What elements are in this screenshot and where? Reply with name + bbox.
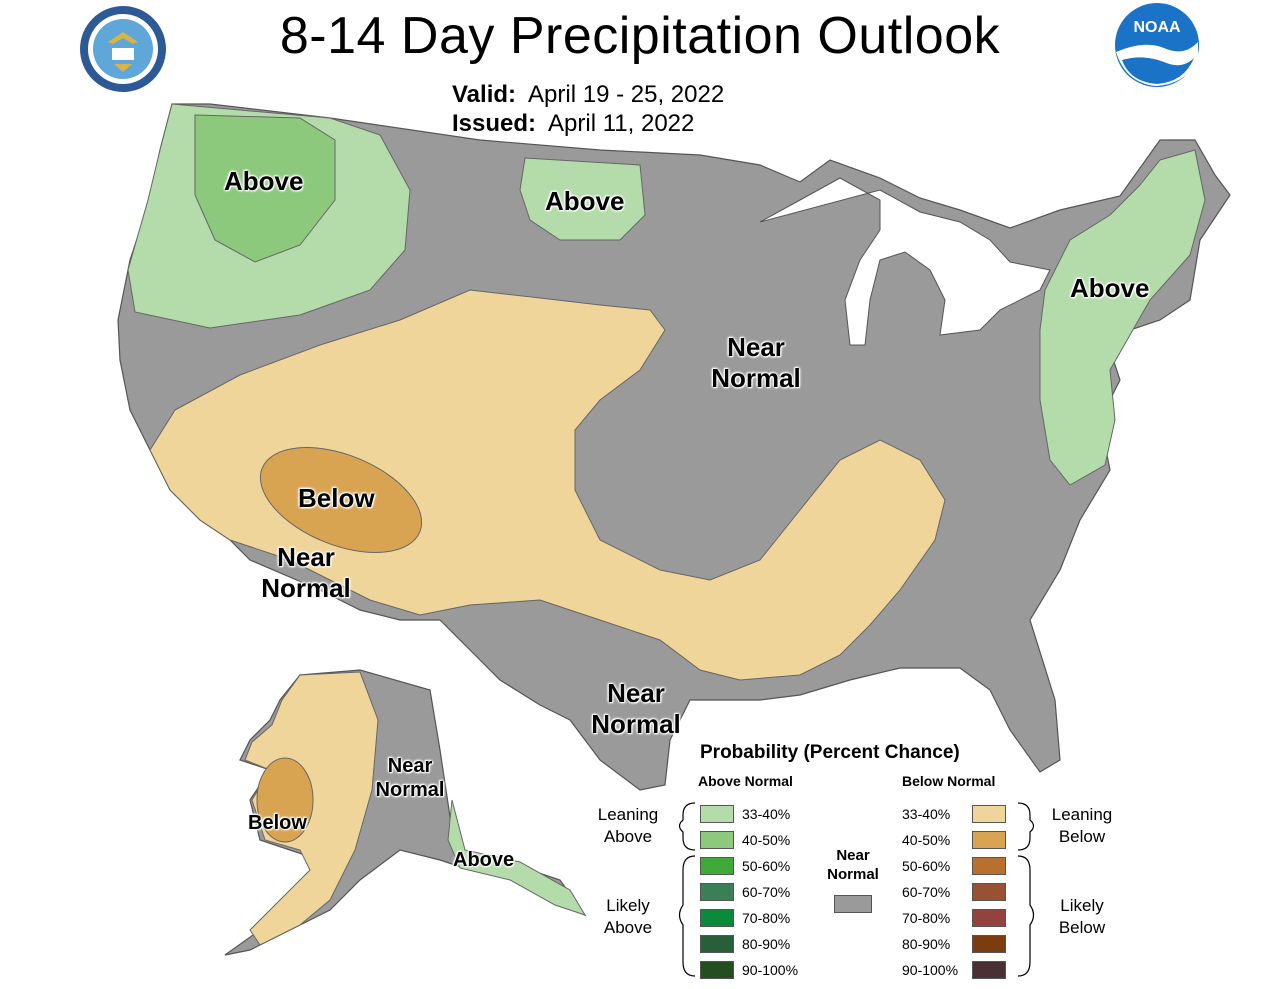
leaning-above-bracket bbox=[678, 802, 696, 851]
likely-below-bracket bbox=[1017, 855, 1035, 977]
alaska-above-region bbox=[447, 799, 587, 916]
valid-label: Valid: bbox=[452, 81, 517, 108]
legend-likely-below: Likely Below bbox=[1042, 895, 1122, 939]
legend-above-label-6: 90-100% bbox=[742, 962, 799, 978]
legend-near-normal-swatch bbox=[834, 895, 872, 913]
issued-label: Issued: bbox=[452, 110, 537, 137]
label-near-normal-az: Near Normal bbox=[255, 542, 357, 603]
legend-leaning-above: Leaning Above bbox=[588, 804, 668, 848]
below-sw-core-region bbox=[259, 447, 423, 553]
noaa-logo-text: NOAA bbox=[1133, 19, 1181, 36]
legend-near-normal: Near Normal bbox=[820, 846, 886, 884]
legend-near-normal-line2: Normal bbox=[827, 866, 879, 883]
label-near-normal-az-line2: Normal bbox=[261, 572, 351, 603]
date-info: Valid: April 19 - 25, 2022 Issued: April… bbox=[452, 80, 724, 138]
legend-above-header: Above Normal bbox=[698, 773, 793, 789]
legend-below-header: Below Normal bbox=[902, 773, 996, 789]
alaska-below-core-region bbox=[256, 757, 314, 843]
label-above-nw: Above bbox=[224, 166, 304, 196]
department-of-commerce-seal-icon bbox=[80, 6, 166, 92]
legend-leaning-below-line1: Leaning bbox=[1051, 805, 1113, 824]
likely-above-bracket bbox=[678, 855, 696, 977]
label-near-normal-tx-line2: Normal bbox=[591, 708, 681, 739]
label-near-normal-central-line2: Normal bbox=[711, 362, 801, 393]
legend-leaning-below-line2: Below bbox=[1058, 827, 1106, 846]
leaning-below-bracket bbox=[1017, 802, 1035, 851]
above-ne-region bbox=[1039, 149, 1206, 486]
legend-above-label-3: 60-70% bbox=[742, 884, 791, 900]
legend-below-swatch-0 bbox=[972, 805, 1006, 823]
legend-below-swatch-4 bbox=[972, 909, 1006, 927]
legend-above-label-0: 33-40% bbox=[742, 806, 791, 822]
great-lakes bbox=[759, 177, 1051, 346]
label-ak-above: Above bbox=[453, 849, 515, 871]
legend-above-label-1: 40-50% bbox=[742, 832, 791, 848]
label-ak-below: Below bbox=[248, 812, 307, 834]
legend-above-swatch-5 bbox=[700, 935, 734, 953]
legend-below-label-0: 33-40% bbox=[902, 806, 951, 822]
legend-likely-above-line2: Above bbox=[603, 918, 653, 937]
noaa-logo-icon: NOAA bbox=[1115, 3, 1199, 87]
legend-below-label-1: 40-50% bbox=[902, 832, 951, 848]
label-ak-near-normal: Near Normal bbox=[368, 755, 452, 802]
legend-near-normal-line1: Near bbox=[836, 847, 870, 864]
legend-below-swatch-5 bbox=[972, 935, 1006, 953]
legend-above-swatch-3 bbox=[700, 883, 734, 901]
legend-below-label-3: 60-70% bbox=[902, 884, 951, 900]
label-near-normal-tx-line1: Near bbox=[607, 678, 665, 708]
legend-below-swatch-3 bbox=[972, 883, 1006, 901]
above-nw-core-region bbox=[194, 114, 336, 263]
legend-above-label-2: 50-60% bbox=[742, 858, 791, 874]
label-ak-near-line1: Near bbox=[387, 755, 433, 777]
label-near-normal-az-line1: Near bbox=[277, 542, 335, 572]
label-below-sw: Below bbox=[298, 483, 375, 513]
label-above-nd: Above bbox=[545, 186, 625, 216]
legend-below-swatch-2 bbox=[972, 857, 1006, 875]
label-ak-near-line2: Normal bbox=[375, 778, 445, 801]
legend-below-label-4: 70-80% bbox=[902, 910, 951, 926]
legend-below-label-2: 50-60% bbox=[902, 858, 951, 874]
legend-below-label-6: 90-100% bbox=[902, 962, 959, 978]
page-title: 8-14 Day Precipitation Outlook bbox=[279, 7, 1001, 65]
legend-likely-below-line1: Likely bbox=[1060, 896, 1104, 915]
legend-leaning-above-line2: Above bbox=[603, 827, 653, 846]
legend-leaning-below: Leaning Below bbox=[1042, 804, 1122, 848]
legend-likely-above: Likely Above bbox=[588, 895, 668, 939]
label-above-ne: Above bbox=[1070, 273, 1150, 303]
legend-above-swatch-2 bbox=[700, 857, 734, 875]
label-near-normal-tx: Near Normal bbox=[585, 678, 687, 739]
legend-below-swatch-6 bbox=[972, 961, 1006, 979]
legend-below-swatch-1 bbox=[972, 831, 1006, 849]
below-sw-region bbox=[149, 289, 946, 681]
label-near-normal-central-line1: Near bbox=[727, 332, 785, 362]
above-nd-region bbox=[519, 157, 646, 241]
legend-below-label-5: 80-90% bbox=[902, 936, 951, 952]
legend-above-swatch-6 bbox=[700, 961, 734, 979]
legend-above-swatch-1 bbox=[700, 831, 734, 849]
valid-value: April 19 - 25, 2022 bbox=[528, 81, 725, 108]
issued-value: April 11, 2022 bbox=[548, 110, 695, 137]
legend-title: Probability (Percent Chance) bbox=[700, 742, 960, 763]
legend-above-label-5: 80-90% bbox=[742, 936, 791, 952]
legend-above-label-4: 70-80% bbox=[742, 910, 791, 926]
legend-likely-above-line1: Likely bbox=[606, 896, 650, 915]
legend-above-swatch-4 bbox=[700, 909, 734, 927]
legend-above-swatch-0 bbox=[700, 805, 734, 823]
legend-leaning-above-line1: Leaning bbox=[597, 805, 659, 824]
label-near-normal-central: Near Normal bbox=[705, 332, 807, 393]
legend-likely-below-line2: Below bbox=[1058, 918, 1106, 937]
